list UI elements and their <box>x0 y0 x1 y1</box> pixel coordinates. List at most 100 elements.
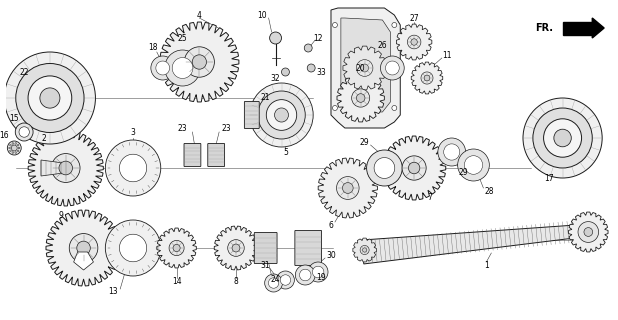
Circle shape <box>105 140 161 196</box>
Text: 5: 5 <box>283 148 288 156</box>
Text: 30: 30 <box>326 251 336 260</box>
Circle shape <box>40 88 60 108</box>
Circle shape <box>337 177 359 199</box>
Circle shape <box>184 47 214 77</box>
Text: 33: 33 <box>316 68 326 76</box>
Text: FR.: FR. <box>535 23 552 33</box>
Circle shape <box>232 244 240 252</box>
Circle shape <box>464 156 483 174</box>
Text: 10: 10 <box>257 11 266 20</box>
Text: 24: 24 <box>271 276 281 284</box>
Polygon shape <box>337 74 384 122</box>
Text: 2: 2 <box>41 133 46 142</box>
FancyBboxPatch shape <box>295 230 321 266</box>
Text: 3: 3 <box>130 127 135 137</box>
Polygon shape <box>41 160 70 176</box>
Circle shape <box>265 274 282 292</box>
Circle shape <box>444 144 460 160</box>
Circle shape <box>438 138 465 166</box>
Circle shape <box>282 68 289 76</box>
Polygon shape <box>569 212 608 252</box>
Text: 27: 27 <box>409 13 419 22</box>
Circle shape <box>424 75 430 81</box>
Circle shape <box>227 240 244 256</box>
Text: 4: 4 <box>197 11 202 20</box>
Circle shape <box>578 222 599 243</box>
Text: 9: 9 <box>58 211 63 220</box>
Polygon shape <box>353 238 376 262</box>
Circle shape <box>18 147 20 149</box>
Circle shape <box>77 241 90 255</box>
Polygon shape <box>318 158 378 218</box>
Text: 31: 31 <box>261 260 271 269</box>
Polygon shape <box>331 8 400 128</box>
Text: 17: 17 <box>544 173 554 182</box>
Circle shape <box>105 220 161 276</box>
Polygon shape <box>46 210 121 286</box>
Circle shape <box>28 76 72 120</box>
FancyBboxPatch shape <box>184 143 201 166</box>
Text: 29: 29 <box>360 138 370 147</box>
Circle shape <box>269 32 282 44</box>
Circle shape <box>363 248 366 252</box>
Circle shape <box>69 234 98 262</box>
Circle shape <box>307 64 315 72</box>
Circle shape <box>266 100 297 130</box>
Circle shape <box>332 106 337 110</box>
Text: 11: 11 <box>442 51 452 60</box>
Circle shape <box>402 156 426 180</box>
Circle shape <box>4 52 95 144</box>
Polygon shape <box>562 21 592 35</box>
Circle shape <box>523 98 602 178</box>
Polygon shape <box>592 18 604 38</box>
Circle shape <box>10 150 11 152</box>
FancyBboxPatch shape <box>208 143 224 166</box>
Circle shape <box>304 44 312 52</box>
Circle shape <box>554 129 571 147</box>
Text: 23: 23 <box>178 124 187 132</box>
Circle shape <box>17 150 19 152</box>
FancyBboxPatch shape <box>254 233 277 263</box>
Text: 22: 22 <box>19 68 29 76</box>
Polygon shape <box>343 46 386 90</box>
Circle shape <box>421 72 433 84</box>
Text: 13: 13 <box>108 287 118 297</box>
Circle shape <box>360 245 369 255</box>
Circle shape <box>17 144 19 146</box>
Text: 12: 12 <box>313 34 323 43</box>
Circle shape <box>411 39 417 45</box>
Circle shape <box>192 55 206 69</box>
Circle shape <box>169 240 184 256</box>
Text: 26: 26 <box>378 41 387 50</box>
Circle shape <box>386 61 399 75</box>
Text: 14: 14 <box>172 277 182 286</box>
Circle shape <box>584 228 593 236</box>
Circle shape <box>352 89 370 107</box>
Circle shape <box>357 60 373 76</box>
Circle shape <box>312 266 324 278</box>
Text: 1: 1 <box>484 260 489 269</box>
Circle shape <box>12 143 14 144</box>
Text: 18: 18 <box>148 44 158 52</box>
Circle shape <box>119 154 146 182</box>
Circle shape <box>173 244 180 252</box>
Text: 8: 8 <box>234 277 239 286</box>
Circle shape <box>16 63 84 132</box>
FancyBboxPatch shape <box>244 101 259 129</box>
Circle shape <box>300 269 311 281</box>
Text: 19: 19 <box>316 274 326 283</box>
Circle shape <box>165 50 200 86</box>
Text: 16: 16 <box>0 131 9 140</box>
Circle shape <box>11 145 17 151</box>
Circle shape <box>12 152 14 153</box>
Circle shape <box>407 35 421 49</box>
Circle shape <box>9 147 11 149</box>
Circle shape <box>374 157 395 179</box>
Polygon shape <box>411 62 442 94</box>
Circle shape <box>274 108 289 122</box>
Circle shape <box>544 119 582 157</box>
Circle shape <box>458 149 489 181</box>
Circle shape <box>392 22 397 28</box>
Text: 25: 25 <box>178 34 187 43</box>
Polygon shape <box>396 24 432 60</box>
